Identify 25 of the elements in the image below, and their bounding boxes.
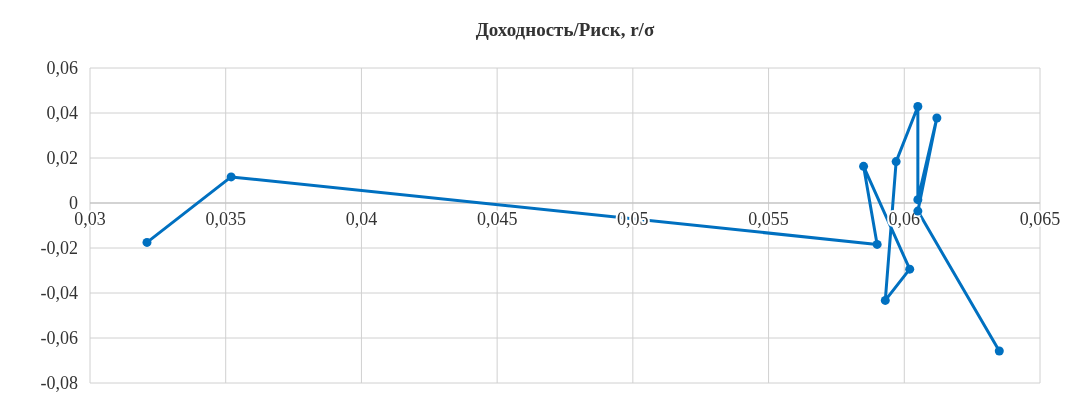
point (872, 239, 882, 249)
point (859, 161, 869, 171)
y-tick-label: 0,02 (46, 148, 78, 169)
x-tick-label: 0,065 (1019, 209, 1061, 229)
x-tick-label: 0,055 (748, 209, 789, 229)
x-tick-label: 0,045 (476, 209, 518, 229)
point (932, 113, 942, 123)
y-tick-label: -0,04 (40, 283, 78, 304)
point (994, 346, 1004, 356)
point (880, 295, 890, 305)
x-tick-label: 0,04 (345, 209, 378, 229)
chart-title: Доходность/Риск, r/σ (475, 19, 655, 40)
point (913, 101, 923, 111)
y-tick-label: 0,04 (46, 103, 78, 124)
y-tick-label: 0,06 (46, 58, 78, 79)
point (226, 172, 236, 182)
y-tick-label: -0,08 (40, 373, 78, 394)
point (891, 157, 901, 167)
y-tick-label: -0,02 (40, 238, 78, 259)
x-tick-label: 0,035 (205, 209, 246, 229)
point (905, 264, 915, 274)
point (913, 195, 923, 205)
x-tick-label: 0,03 (74, 209, 106, 229)
point (142, 237, 152, 247)
y-tick-label: -0,06 (40, 328, 78, 349)
